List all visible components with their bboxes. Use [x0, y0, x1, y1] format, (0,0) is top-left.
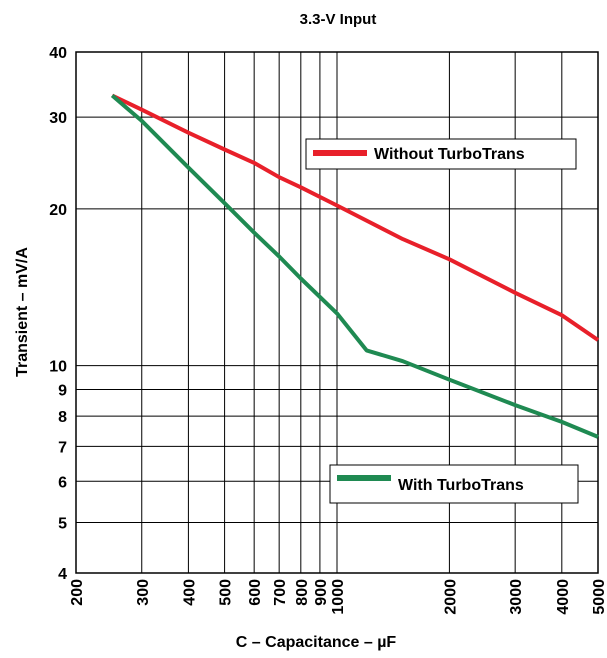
legend-label: Without TurboTrans	[374, 146, 525, 163]
x-tick-labels: 200 300 400 500 600 700 800 900 1000 2000 3000 4000…	[69, 579, 607, 615]
legend-box	[329, 464, 579, 504]
y-tick-label: 6	[58, 474, 67, 491]
y-tick-label: 9	[58, 383, 67, 400]
x-tick-label: 500	[218, 579, 235, 606]
x-tick-label: 2000	[442, 579, 459, 615]
plot-area	[75, 51, 599, 574]
y-tick-label: 30	[49, 110, 67, 127]
y-tick-label: 5	[58, 516, 67, 533]
x-tick-label: 4000	[555, 579, 572, 615]
y-tick-labels: 4 5 6 7 8 9 10 20 30 40	[49, 45, 67, 583]
series-line-with-turbotrans	[110, 93, 599, 439]
x-tick-label: 200	[69, 579, 86, 606]
x-tick-label: 300	[135, 579, 152, 606]
y-tick-label: 10	[49, 359, 67, 376]
y-tick-label: 7	[58, 439, 67, 456]
legend-without-turbotrans: Without TurboTrans	[305, 138, 577, 170]
x-tick-label: 600	[247, 579, 264, 606]
y-axis-label: Transient – mV/A	[14, 247, 31, 377]
x-tick-label: 3000	[508, 579, 525, 615]
series-group	[110, 93, 600, 439]
x-tick-label: 400	[181, 579, 198, 606]
chart-title: 3.3-V Input	[300, 11, 377, 28]
y-tick-label: 20	[49, 202, 67, 219]
x-tick-label: 800	[294, 579, 311, 606]
legend-label: With TurboTrans	[398, 477, 524, 494]
x-tick-label: 1000	[330, 579, 347, 615]
x-tick-label: 5000	[591, 579, 607, 615]
y-tick-label: 8	[58, 409, 67, 426]
y-tick-label: 4	[58, 566, 67, 583]
x-tick-label: 900	[313, 579, 330, 606]
x-axis-label: C – Capacitance – µF	[236, 634, 397, 651]
legend-with-turbotrans: With TurboTrans	[329, 464, 579, 504]
x-tick-label: 700	[272, 579, 289, 606]
series-line-without-turbotrans	[111, 93, 600, 342]
y-tick-label: 40	[49, 45, 67, 62]
